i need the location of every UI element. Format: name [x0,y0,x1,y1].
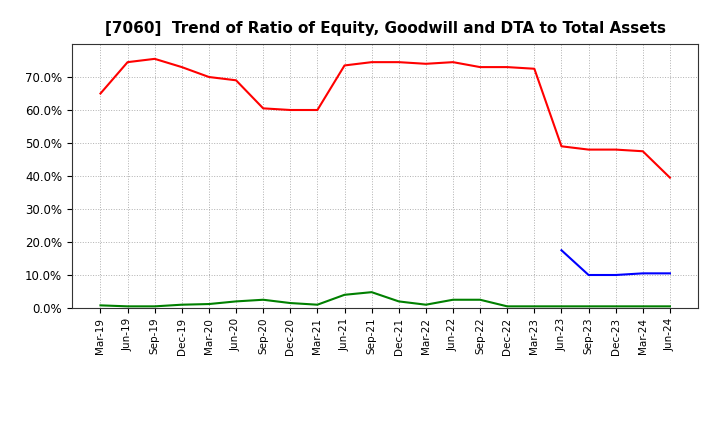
Goodwill [584,272,593,278]
Deferred Tax Assets [639,304,647,309]
Line: Equity: Equity [101,59,670,178]
Goodwill [611,272,620,278]
Line: Deferred Tax Assets: Deferred Tax Assets [101,292,670,306]
Deferred Tax Assets [530,304,539,309]
Deferred Tax Assets [665,304,674,309]
Equity [259,106,268,111]
Equity [232,77,240,83]
Equity [530,66,539,71]
Equity [584,147,593,152]
Equity [421,61,430,66]
Deferred Tax Assets [96,303,105,308]
Equity [503,64,511,70]
Equity [611,147,620,152]
Deferred Tax Assets [178,302,186,307]
Equity [150,56,159,62]
Equity [367,59,376,65]
Goodwill [665,271,674,276]
Deferred Tax Assets [286,301,294,306]
Equity [449,59,457,65]
Equity [204,74,213,80]
Deferred Tax Assets [232,299,240,304]
Equity [557,143,566,149]
Deferred Tax Assets [313,302,322,307]
Deferred Tax Assets [395,299,403,304]
Deferred Tax Assets [204,301,213,307]
Equity [178,64,186,70]
Goodwill [639,271,647,276]
Equity [341,63,349,68]
Equity [96,91,105,96]
Deferred Tax Assets [367,290,376,295]
Equity [476,64,485,70]
Equity [286,107,294,113]
Equity [639,149,647,154]
Deferred Tax Assets [557,304,566,309]
Goodwill [557,248,566,253]
Deferred Tax Assets [503,304,511,309]
Equity [395,59,403,65]
Equity [665,175,674,180]
Title: [7060]  Trend of Ratio of Equity, Goodwill and DTA to Total Assets: [7060] Trend of Ratio of Equity, Goodwil… [104,21,666,36]
Deferred Tax Assets [584,304,593,309]
Deferred Tax Assets [123,304,132,309]
Deferred Tax Assets [150,304,159,309]
Deferred Tax Assets [341,292,349,297]
Equity [123,59,132,65]
Deferred Tax Assets [259,297,268,302]
Deferred Tax Assets [421,302,430,307]
Deferred Tax Assets [476,297,485,302]
Deferred Tax Assets [611,304,620,309]
Equity [313,107,322,113]
Line: Goodwill: Goodwill [562,250,670,275]
Deferred Tax Assets [449,297,457,302]
